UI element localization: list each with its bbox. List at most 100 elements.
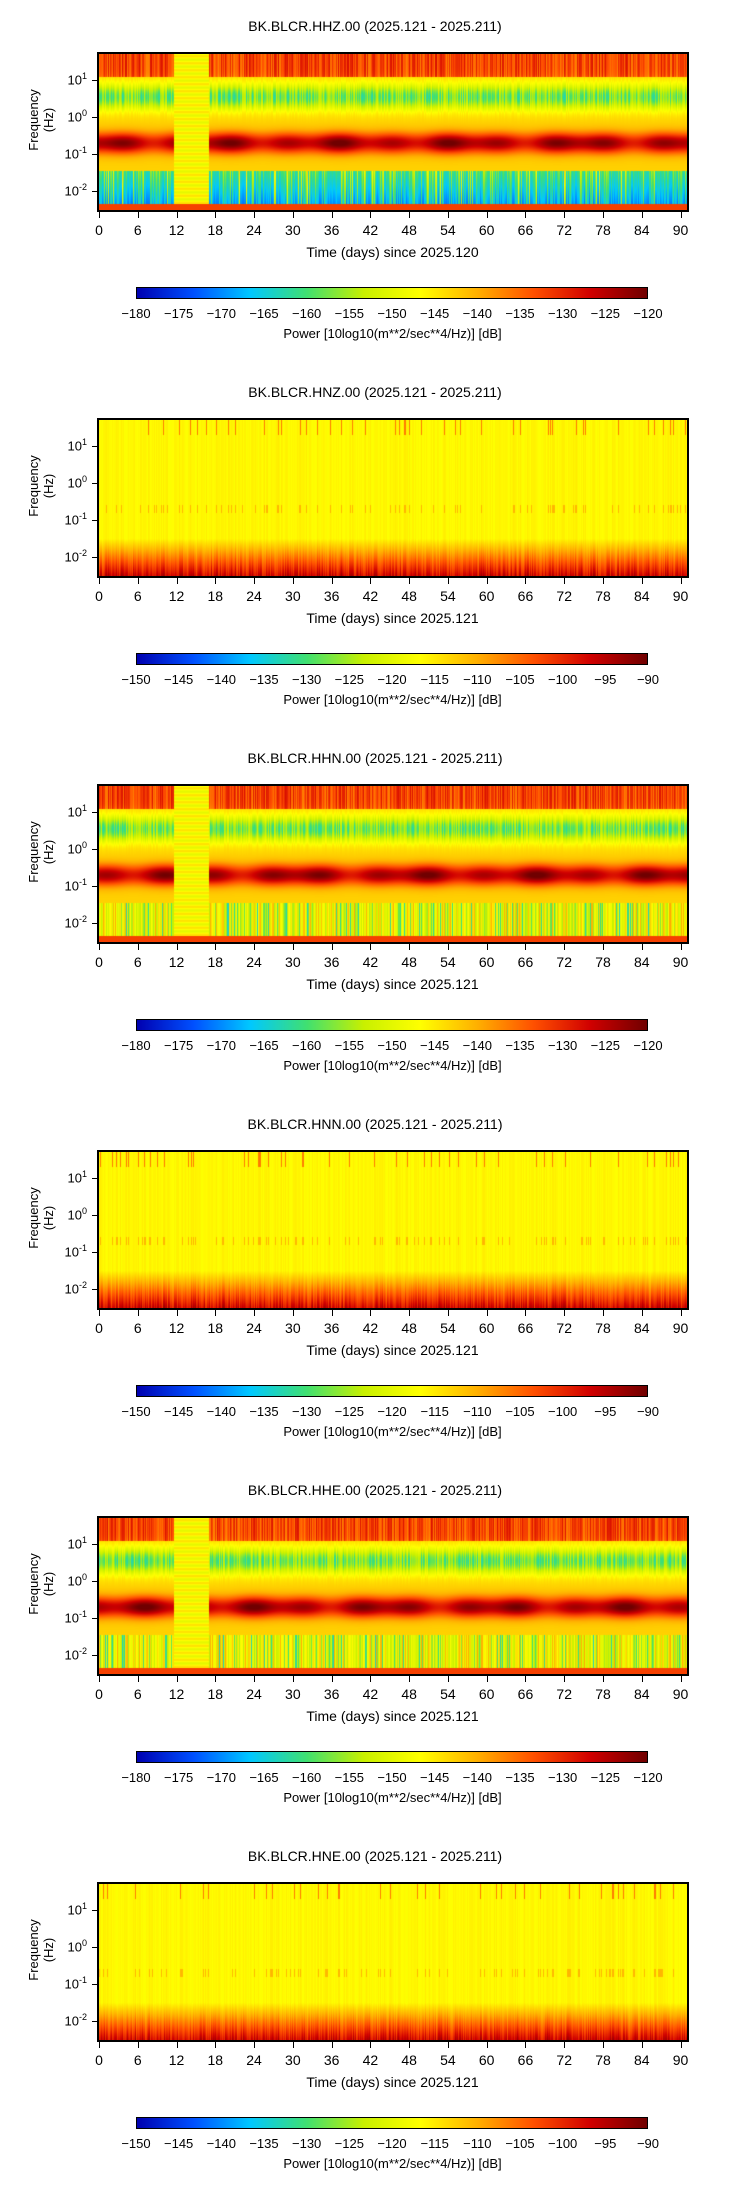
x-tick-mark bbox=[137, 1676, 139, 1682]
x-tick-label: 66 bbox=[517, 222, 534, 238]
x-tick-mark bbox=[680, 1310, 682, 1316]
x-tick-mark bbox=[680, 1676, 682, 1682]
x-tick-label: 0 bbox=[95, 954, 103, 970]
x-tick-label: 48 bbox=[401, 222, 417, 238]
colorbar-tick-label: −130 bbox=[548, 1770, 578, 1785]
x-tick-mark bbox=[254, 212, 256, 218]
x-tick-mark bbox=[370, 212, 372, 218]
colorbar-tick-label: −160 bbox=[292, 306, 322, 321]
colorbar-tick-label: −130 bbox=[292, 672, 322, 687]
chart-title: BK.BLCR.HHZ.00 (2025.121 - 2025.211) bbox=[248, 18, 502, 34]
colorbar-tick-label: −120 bbox=[633, 1038, 663, 1053]
x-tick-label: 90 bbox=[672, 588, 689, 604]
x-axis-label: Time (days) since 2025.121 bbox=[306, 2074, 479, 2090]
y-tick-label: 101 bbox=[47, 803, 87, 819]
spectrogram-plot-area bbox=[97, 418, 689, 578]
y-tick-base: 10 bbox=[67, 475, 82, 491]
y-tick-base: 10 bbox=[64, 878, 79, 894]
y-tick-exponent: 0 bbox=[81, 839, 87, 850]
x-tick-mark bbox=[680, 578, 682, 584]
spectrogram-plot-area bbox=[97, 1882, 689, 2042]
y-tick-base: 10 bbox=[67, 804, 82, 820]
x-tick-label: 54 bbox=[440, 222, 456, 238]
colorbar-tick-label: −100 bbox=[548, 672, 578, 687]
y-tick-exponent: 0 bbox=[81, 107, 87, 118]
y-tick-label: 101 bbox=[47, 1535, 87, 1551]
colorbar-tick-label: −175 bbox=[164, 1038, 194, 1053]
x-tick-mark bbox=[370, 578, 372, 584]
colorbar-tick-label: −155 bbox=[334, 306, 364, 321]
colorbar-tick-label: −130 bbox=[292, 1404, 322, 1419]
x-tick-mark bbox=[292, 212, 294, 218]
y-tick-exponent: 0 bbox=[81, 1205, 87, 1216]
colorbar-tick-label: −150 bbox=[377, 1038, 407, 1053]
colorbar-tick-label: −150 bbox=[121, 1404, 151, 1419]
y-tick-mark bbox=[92, 1288, 97, 1290]
y-tick-exponent: 0 bbox=[81, 1571, 87, 1582]
colorbar-tick-label: −105 bbox=[505, 1404, 535, 1419]
x-tick-label: 36 bbox=[323, 954, 340, 970]
x-axis-label: Time (days) since 2025.120 bbox=[306, 244, 479, 260]
y-tick-base: 10 bbox=[64, 1244, 79, 1260]
colorbar-tick-label: −140 bbox=[462, 306, 492, 321]
x-tick-mark bbox=[331, 944, 333, 950]
y-tick-mark bbox=[92, 519, 97, 521]
y-tick-mark bbox=[92, 1909, 97, 1911]
x-tick-mark bbox=[447, 212, 449, 218]
colorbar-tick-label: −140 bbox=[206, 2136, 236, 2151]
colorbar-tick-label: −120 bbox=[633, 306, 663, 321]
x-tick-label: 24 bbox=[246, 2052, 262, 2068]
y-tick-base: 10 bbox=[64, 549, 79, 564]
y-tick-mark bbox=[92, 1177, 97, 1179]
y-tick-base: 10 bbox=[67, 72, 82, 88]
x-tick-mark bbox=[137, 1310, 139, 1316]
x-tick-mark bbox=[99, 2042, 100, 2048]
x-tick-mark bbox=[564, 212, 566, 218]
y-tick-label: 10-2 bbox=[47, 548, 87, 564]
y-axis-label: Frequency (Hz) bbox=[26, 1187, 56, 1249]
y-tick-label: 101 bbox=[47, 71, 87, 87]
colorbar-tick-label: −130 bbox=[548, 1038, 578, 1053]
y-tick-exponent: -1 bbox=[78, 1608, 87, 1619]
x-tick-label: 18 bbox=[207, 954, 224, 970]
x-tick-label: 6 bbox=[133, 2052, 142, 2068]
spectrogram-heatmap bbox=[99, 786, 687, 942]
x-tick-mark bbox=[603, 1676, 604, 1682]
y-tick-exponent: -2 bbox=[78, 913, 87, 924]
colorbar-label: Power [10log10(m**2/sec**4/Hz)] [dB] bbox=[283, 1424, 502, 1439]
x-tick-label: 78 bbox=[595, 2052, 611, 2068]
x-tick-mark bbox=[99, 1310, 100, 1316]
x-tick-label: 36 bbox=[323, 2052, 340, 2068]
y-tick-label: 101 bbox=[47, 1901, 87, 1917]
y-tick-label: 10-1 bbox=[47, 1975, 87, 1991]
x-tick-label: 66 bbox=[517, 954, 534, 970]
colorbar-tick-label: −105 bbox=[505, 672, 535, 687]
x-tick-label: 78 bbox=[595, 954, 611, 970]
colorbar-tick-label: −120 bbox=[377, 672, 407, 687]
spectrogram-heatmap bbox=[99, 1884, 687, 2040]
colorbar-label: Power [10log10(m**2/sec**4/Hz)] [dB] bbox=[283, 326, 502, 341]
y-tick-base: 10 bbox=[64, 2013, 79, 2028]
x-tick-mark bbox=[486, 212, 488, 218]
colorbar-tick-label: −155 bbox=[334, 1038, 364, 1053]
y-tick-base: 10 bbox=[64, 1281, 79, 1296]
x-tick-label: 12 bbox=[168, 954, 185, 970]
colorbar-tick-label: −90 bbox=[636, 672, 660, 687]
y-tick-label: 10-1 bbox=[47, 1609, 87, 1625]
x-tick-label: 12 bbox=[168, 2052, 185, 2068]
x-tick-mark bbox=[641, 1310, 643, 1316]
x-tick-mark bbox=[603, 1310, 604, 1316]
colorbar-tick-label: −145 bbox=[420, 1038, 450, 1053]
x-tick-mark bbox=[564, 1676, 566, 1682]
colorbar-tick-label: −150 bbox=[377, 306, 407, 321]
x-tick-mark bbox=[603, 212, 604, 218]
y-tick-base: 10 bbox=[67, 841, 82, 857]
x-tick-label: 36 bbox=[323, 588, 340, 604]
x-tick-mark bbox=[409, 1676, 411, 1682]
y-tick-exponent: 1 bbox=[81, 436, 87, 447]
x-tick-label: 60 bbox=[478, 588, 495, 604]
x-tick-mark bbox=[292, 2042, 294, 2048]
x-axis-label: Time (days) since 2025.121 bbox=[306, 976, 479, 992]
colorbar-tick-label: −110 bbox=[463, 672, 492, 687]
chart-title: BK.BLCR.HNZ.00 (2025.121 - 2025.211) bbox=[248, 384, 502, 400]
